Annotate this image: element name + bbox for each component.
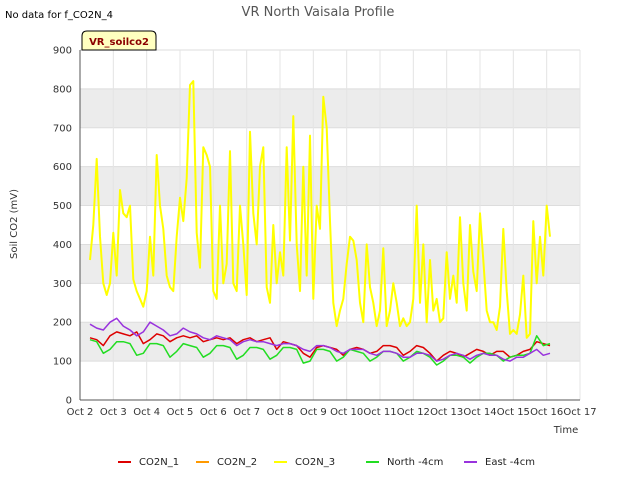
axes: [79, 50, 580, 401]
legend-item: North -4cm: [366, 457, 443, 468]
y-tick-label: 900: [53, 46, 72, 57]
legend-item: CO2N_1: [118, 457, 179, 468]
legend-label: CO2N_1: [139, 457, 179, 468]
plot-band: [80, 244, 580, 284]
badge: VR_soilco2: [81, 30, 157, 51]
chart-title: VR North Vaisala Profile: [242, 5, 395, 20]
y-tick-label: 500: [53, 201, 72, 212]
series-line-north-4cm: [89, 335, 551, 366]
y-tick-labels: 0 100 200 300 400 500 600 700 800 900: [53, 46, 72, 407]
legend-label: North -4cm: [387, 457, 443, 468]
legend-item: East -4cm: [464, 457, 535, 468]
x-tick-label: Oct 3: [100, 407, 127, 418]
x-tick-labels: Oct 2 Oct 3 Oct 4 Oct 5 Oct 6 Oct 7 Oct 8 Oct 9…: [67, 407, 597, 418]
x-tick-label: Oct 17: [563, 407, 596, 418]
x-tick-label: Oct 6: [200, 407, 227, 418]
y-tick-label: 800: [53, 84, 72, 95]
x-tick-label: Oct 4: [133, 407, 160, 418]
y-tick-label: 600: [53, 162, 72, 173]
x-tick-label: Oct 2: [67, 407, 94, 418]
series-line-east-4cm: [89, 317, 551, 362]
x-tick-label: Oct 16: [530, 407, 563, 418]
y-tick-label: 0: [66, 396, 72, 407]
x-tick-label: Oct 13: [430, 407, 463, 418]
no-data-note: No data for f_CO2N_4: [5, 10, 113, 21]
series-line-co2n-3: [89, 80, 551, 339]
x-tick-label: Oct 7: [233, 407, 260, 418]
series-line-co2n-1: [89, 331, 551, 362]
gridlines: [79, 49, 581, 401]
badge-box: [81, 30, 157, 51]
legend-label: CO2N_3: [295, 457, 335, 468]
legend-item: CO2N_2: [196, 457, 257, 468]
plot-band: [80, 322, 580, 362]
legend: CO2N_1 CO2N_2 CO2N_3 North -4cm East -4cm: [118, 457, 535, 468]
y-tick-label: 100: [53, 357, 72, 368]
x-tick-label: Oct 12: [397, 407, 430, 418]
y-tick-label: 400: [53, 240, 72, 251]
x-axis-label: Time: [553, 425, 578, 436]
x-tick-label: Oct 10: [330, 407, 363, 418]
legend-label: CO2N_2: [217, 457, 257, 468]
badge-label: VR_soilco2: [89, 37, 149, 48]
x-tick-label: Oct 14: [463, 407, 496, 418]
legend-label: East -4cm: [485, 457, 535, 468]
y-tick-label: 700: [53, 123, 72, 134]
x-tick-label: Oct 5: [167, 407, 194, 418]
series-layer: [89, 80, 551, 366]
y-tick-label: 300: [53, 279, 72, 290]
plot-band: [80, 88, 580, 128]
x-tick-label: Oct 11: [363, 407, 396, 418]
x-tick-label: Oct 9: [300, 407, 327, 418]
legend-item: CO2N_3: [274, 457, 335, 468]
y-tick-label: 200: [53, 318, 72, 329]
x-tick-label: Oct 8: [267, 407, 294, 418]
x-tick-label: Oct 15: [497, 407, 530, 418]
y-axis-label: Soil CO2 (mV): [9, 189, 20, 259]
